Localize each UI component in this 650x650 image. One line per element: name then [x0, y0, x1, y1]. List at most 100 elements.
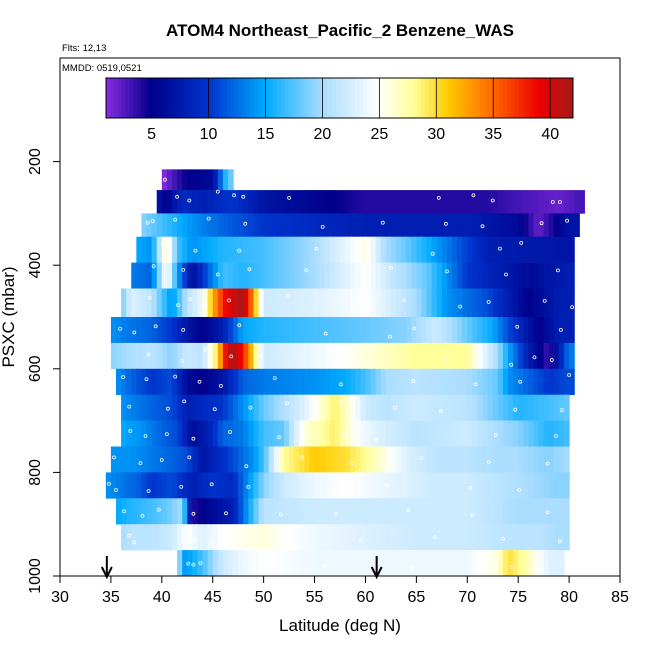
heat-cell	[197, 472, 204, 499]
heat-cell	[207, 317, 214, 344]
heat-cell	[304, 420, 311, 447]
heat-cell	[548, 420, 555, 447]
heat-cell	[238, 420, 244, 447]
heat-cell	[329, 236, 336, 263]
heat-cell	[299, 498, 305, 525]
heat-cell	[172, 368, 178, 395]
heat-cell	[314, 394, 321, 421]
heat-cell	[151, 472, 158, 499]
heat-cell	[156, 524, 163, 551]
sample-point	[276, 435, 281, 440]
heat-cell	[502, 550, 509, 577]
heat-cell	[212, 524, 219, 551]
heat-cell	[212, 498, 219, 525]
heat-cell	[492, 394, 499, 421]
heat-cell	[314, 190, 321, 214]
heat-cell	[146, 213, 153, 238]
heat-cell	[304, 394, 311, 421]
heat-cell	[177, 190, 183, 214]
heat-cell	[441, 342, 448, 370]
heat-cell	[172, 213, 178, 238]
heat-cell	[268, 262, 275, 289]
heat-cell	[365, 498, 372, 525]
heat-cell	[482, 213, 489, 238]
heat-cell	[406, 236, 412, 263]
heat-cell	[131, 368, 137, 395]
heat-cell	[289, 262, 295, 289]
heat-cell	[131, 288, 137, 318]
heat-cell	[553, 342, 560, 370]
heat-cell	[492, 472, 499, 499]
colorbar-cell	[495, 78, 500, 118]
heat-cell	[202, 550, 209, 577]
heat-cell	[121, 317, 127, 344]
sample-point	[237, 248, 242, 253]
heat-cell	[472, 342, 479, 370]
heat-cell	[508, 368, 514, 395]
heat-cell	[406, 317, 412, 344]
heat-cell	[253, 368, 260, 395]
heat-cell	[482, 394, 489, 421]
heat-cell	[314, 342, 321, 370]
heat-cell	[324, 498, 331, 525]
heat-cell	[482, 420, 489, 447]
sample-point	[138, 461, 143, 466]
sample-point	[559, 327, 563, 332]
sample-point	[228, 430, 232, 434]
colorbar-tick-label: 5	[147, 126, 156, 143]
heat-cell	[350, 472, 356, 499]
heat-cell	[126, 288, 132, 318]
heat-cell	[263, 190, 270, 214]
heat-cell	[334, 394, 341, 421]
heat-cell	[177, 236, 183, 263]
heat-cell	[172, 317, 178, 344]
heat-cell	[212, 342, 219, 370]
heat-cell	[141, 394, 148, 421]
heat-cell	[314, 368, 321, 395]
sample-point	[471, 193, 476, 198]
heat-cell	[528, 446, 535, 473]
sample-point	[140, 514, 145, 518]
heat-cell	[345, 262, 351, 289]
heat-cell	[416, 420, 423, 447]
heat-cell	[131, 262, 137, 289]
heat-cell	[431, 288, 438, 318]
heat-cell	[370, 394, 377, 421]
heat-cell	[334, 446, 341, 473]
heat-cell	[462, 190, 468, 214]
colorbar-cell	[137, 78, 142, 118]
colorbar-cell	[164, 78, 169, 118]
colorbar-cell	[421, 78, 426, 118]
heat-cell	[396, 262, 402, 289]
heat-cell	[202, 368, 209, 395]
colorbar-cell	[285, 78, 290, 118]
heat-cell	[146, 498, 153, 525]
heat-cell	[564, 288, 570, 318]
sample-point	[143, 434, 148, 439]
heat-cell	[492, 498, 499, 525]
heat-cell	[406, 420, 412, 447]
heat-cell	[401, 288, 407, 318]
heat-cell	[543, 524, 550, 551]
heat-cell	[406, 288, 412, 318]
heat-cell	[228, 213, 234, 238]
flight-arrows	[100, 556, 383, 580]
heat-cell	[268, 236, 275, 263]
heat-cell	[360, 472, 367, 499]
heat-cell	[289, 472, 295, 499]
heat-cell	[497, 213, 504, 238]
heat-cell	[141, 262, 148, 289]
heat-cell	[136, 472, 143, 499]
heat-cell	[243, 498, 249, 525]
heat-cell	[569, 262, 575, 289]
heat-cell	[238, 472, 244, 499]
heat-cell	[136, 368, 143, 395]
heat-cell	[477, 472, 484, 499]
heat-cell	[248, 394, 255, 421]
heat-cell	[365, 317, 372, 344]
x-tick-label: 40	[153, 589, 171, 606]
sample-point	[550, 200, 555, 204]
heat-cell	[462, 550, 468, 577]
heat-cell	[166, 342, 173, 370]
heat-cell	[121, 420, 127, 447]
